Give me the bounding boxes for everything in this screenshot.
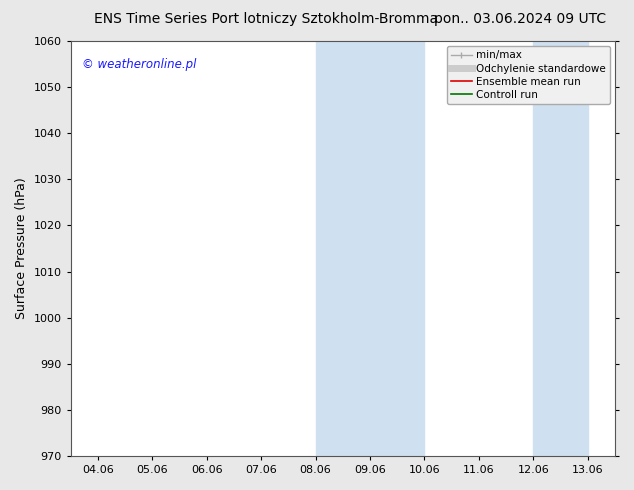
Legend: min/max, Odchylenie standardowe, Ensemble mean run, Controll run: min/max, Odchylenie standardowe, Ensembl… — [446, 46, 610, 104]
Bar — [370, 41, 424, 456]
Bar — [316, 41, 370, 456]
Text: pon.. 03.06.2024 09 UTC: pon.. 03.06.2024 09 UTC — [434, 12, 606, 26]
Bar — [533, 41, 588, 456]
Text: © weatheronline.pl: © weatheronline.pl — [82, 58, 196, 71]
Text: ENS Time Series Port lotniczy Sztokholm-Bromma: ENS Time Series Port lotniczy Sztokholm-… — [94, 12, 438, 26]
Y-axis label: Surface Pressure (hPa): Surface Pressure (hPa) — [15, 178, 28, 319]
